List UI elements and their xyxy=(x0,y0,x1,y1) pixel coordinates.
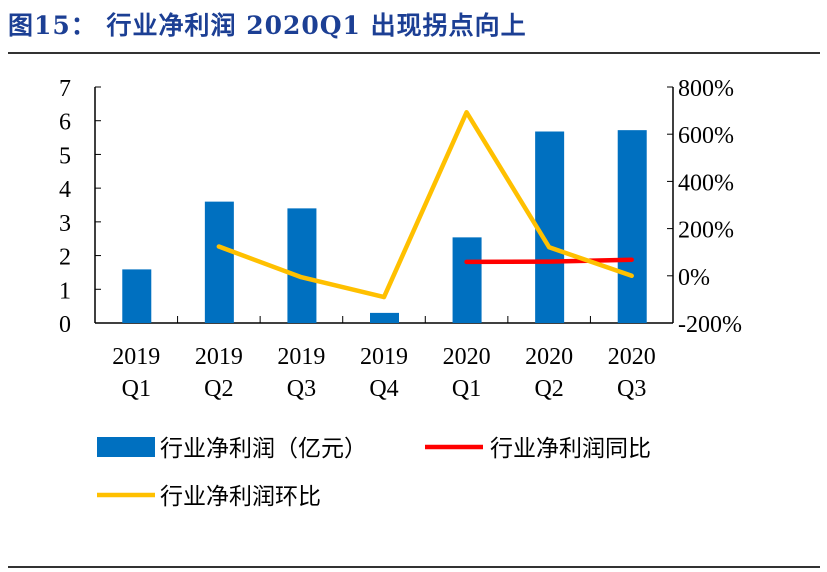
x-tick-label: Q2 xyxy=(204,376,233,402)
legend-bar-swatch xyxy=(97,437,155,457)
right-tick-label: 400% xyxy=(678,170,734,196)
x-tick-label: Q1 xyxy=(452,376,481,402)
line-series-2 xyxy=(216,110,634,300)
right-tick-label: 600% xyxy=(678,123,734,149)
left-tick-label: 0 xyxy=(59,312,71,338)
x-tick-label: 2020 xyxy=(525,344,573,370)
x-tick-label: Q2 xyxy=(534,376,563,402)
x-tick-label: 2019 xyxy=(195,344,243,370)
top-rule xyxy=(8,52,820,54)
x-tick-label: 2020 xyxy=(443,344,491,370)
figure-title: 图15： 行业净利润 2020Q1 出现拐点向上 xyxy=(8,11,527,40)
x-tick-label: 2019 xyxy=(277,344,325,370)
left-tick-label: 2 xyxy=(59,245,71,271)
bar xyxy=(287,208,317,323)
right-tick-label: -200% xyxy=(678,312,742,338)
right-tick-label: 200% xyxy=(678,218,734,244)
legend-label: 行业净利润（亿元） xyxy=(160,436,367,461)
x-tick-label: 2019 xyxy=(112,344,160,370)
bar xyxy=(204,201,234,323)
bar xyxy=(452,237,482,323)
left-tick-label: 6 xyxy=(59,110,71,136)
left-tick-label: 4 xyxy=(59,177,71,203)
x-tick-label: Q3 xyxy=(617,376,646,402)
bar xyxy=(535,131,565,323)
bar xyxy=(122,269,152,323)
bar xyxy=(370,312,399,323)
left-tick-label: 3 xyxy=(59,211,71,237)
x-tick-label: Q4 xyxy=(369,376,398,402)
bottom-rule xyxy=(8,566,820,568)
left-tick-label: 1 xyxy=(59,278,71,304)
x-tick-label: Q1 xyxy=(122,376,151,402)
legend-label: 行业净利润同比 xyxy=(490,436,651,461)
line-series-1 xyxy=(464,257,634,265)
x-tick-label: 2020 xyxy=(608,344,656,370)
x-tick-label: Q3 xyxy=(287,376,316,402)
right-tick-label: 800% xyxy=(678,76,734,102)
bar xyxy=(617,130,647,323)
legend-label: 行业净利润环比 xyxy=(160,484,321,509)
left-tick-label: 7 xyxy=(59,76,71,102)
x-tick-label: 2019 xyxy=(360,344,408,370)
left-tick-label: 5 xyxy=(59,143,71,169)
right-tick-label: 0% xyxy=(678,265,710,291)
